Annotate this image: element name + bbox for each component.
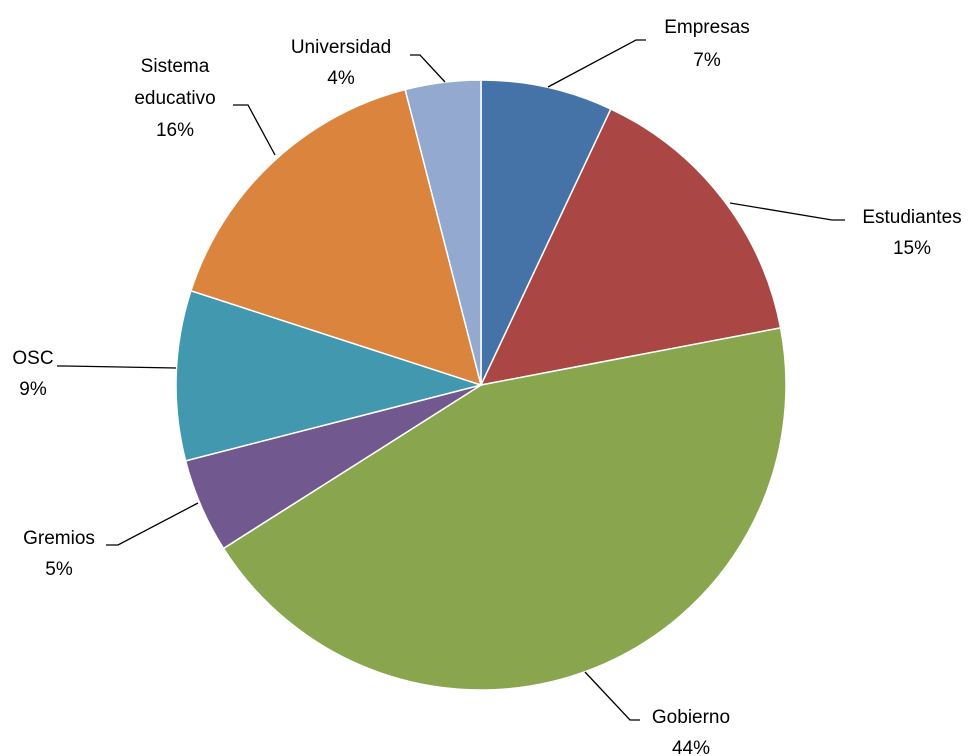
label-sistema-educativo-name-line2: educativo [134, 88, 215, 109]
slice-sistema-educativo [189, 88, 483, 387]
label-gobierno-name: Gobierno [652, 707, 730, 728]
leader-line-gobierno [584, 671, 640, 721]
label-empresas-pct: 7% [693, 50, 721, 71]
label-sistema-educativo-pct: 16% [156, 120, 194, 141]
label-gremios-pct: 5% [45, 559, 73, 580]
slice-gobierno [222, 326, 787, 691]
slice-estudiantes [479, 108, 782, 387]
leader-line-osc [57, 365, 177, 369]
leader-line-gremios [106, 502, 199, 546]
label-gobierno-pct: 44% [672, 738, 710, 756]
leader-line-empresas [547, 39, 646, 88]
slice-labels: Empresas 7% Estudiantes 15% Gobierno 44%… [12, 17, 961, 756]
label-osc-name: OSC [12, 348, 53, 369]
label-empresas-name: Empresas [664, 17, 750, 38]
leader-line-estudiantes [729, 202, 845, 221]
pie-slices [175, 79, 787, 691]
leader-line-sistema-educativo [233, 104, 276, 156]
leader-lines [57, 39, 845, 721]
slice-empresas [480, 79, 612, 386]
label-estudiantes-pct: 15% [893, 238, 931, 259]
leader-line-universidad [410, 54, 446, 83]
label-gremios-name: Gremios [23, 528, 95, 549]
label-universidad-name: Universidad [291, 37, 391, 58]
label-estudiantes-name: Estudiantes [862, 207, 961, 228]
slice-universidad [404, 79, 482, 386]
slice-osc [175, 289, 484, 462]
label-osc-pct: 9% [19, 379, 47, 400]
label-universidad-pct: 4% [327, 68, 355, 89]
label-sistema-educativo-name-line1: Sistema [141, 56, 210, 77]
